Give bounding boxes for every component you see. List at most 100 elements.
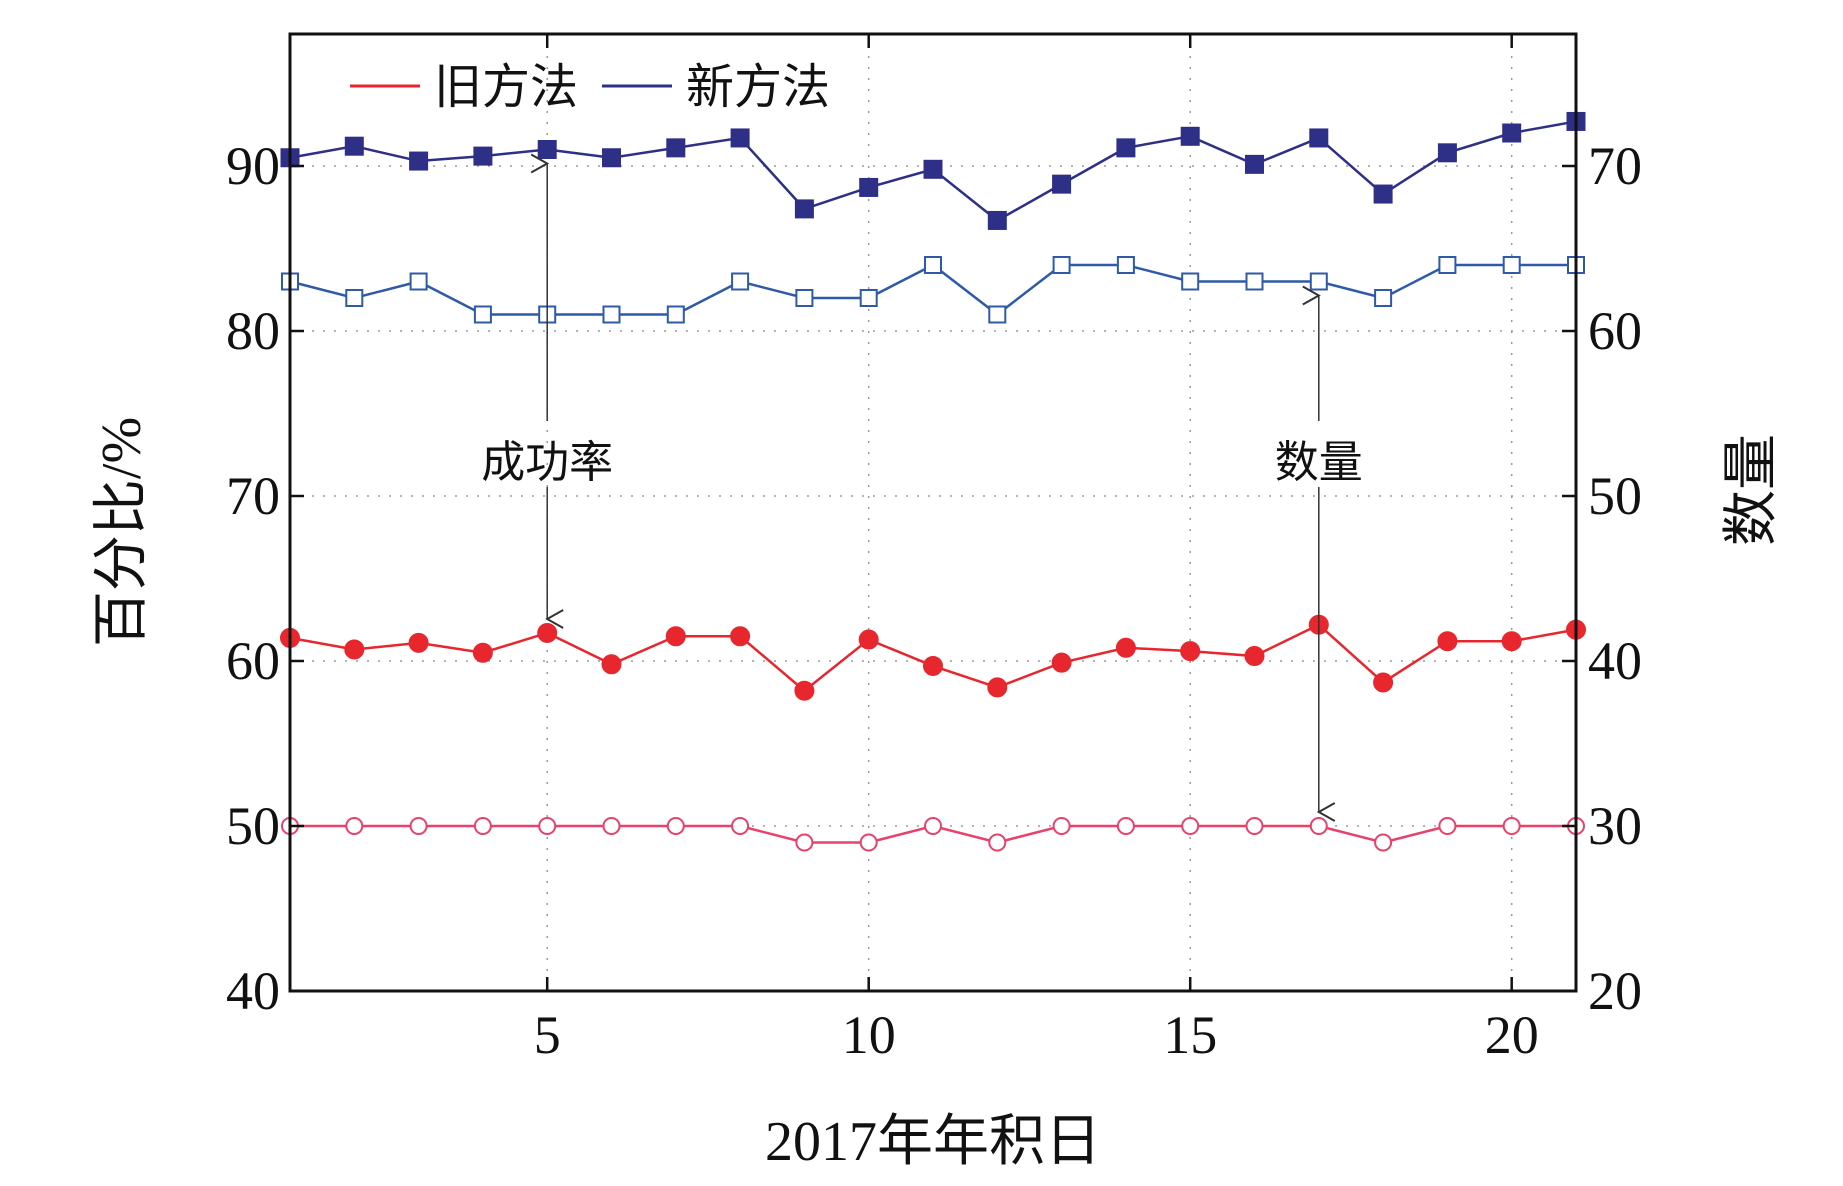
data-point [1245,817,1264,835]
data-point [1244,646,1265,667]
data-point [1052,174,1072,194]
y-tick-label-left: 50 [226,796,280,856]
data-point [795,833,814,852]
data-point [1180,126,1200,146]
data-point [794,199,814,219]
data-point [409,151,429,171]
data-point [666,305,685,324]
data-point [472,642,493,663]
data-point [1309,272,1328,291]
annotation-label: 数量 [1275,438,1363,487]
series-layer [280,111,1586,852]
data-point [988,305,1007,324]
annotation-layer: 成功率 数量 [481,164,1363,813]
data-point [473,305,492,324]
data-point [666,817,685,835]
data-point [1245,272,1264,291]
data-point [1502,123,1522,143]
data-point [537,140,557,159]
data-point [987,210,1007,230]
data-point [1115,637,1136,658]
data-point [473,817,492,835]
data-point [345,289,364,307]
data-point [1051,652,1072,673]
data-point [923,159,943,179]
data-point [795,289,814,307]
data-point [794,680,815,701]
data-point [1180,641,1201,662]
tick-layer: 5 10 15 20 40 50 60 70 80 90 20 30 40 50 60 70 [226,34,1642,1065]
data-point [1181,817,1200,835]
y-tick-label-right: 60 [1588,301,1642,361]
legend-label: 新方法 [686,61,830,114]
data-point [601,654,622,675]
data-point [537,622,558,643]
data-point [1373,184,1393,204]
data-point [1437,631,1458,652]
plot-frame [288,32,1578,993]
data-point [924,256,942,274]
data-point [1245,154,1264,174]
data-point [1052,256,1071,274]
data-point [1116,138,1136,158]
y-tick-label-left: 70 [226,466,280,526]
data-point [730,626,751,647]
x-tick-label: 20 [1485,1005,1539,1065]
data-point [1501,631,1522,652]
data-point [602,817,621,835]
data-point [1309,817,1328,835]
y-tick-label-right: 50 [1588,466,1642,526]
y-axis-label-left: 百分比/% [91,417,153,647]
data-point [409,272,428,291]
data-point [1374,289,1393,307]
y-tick-label-left: 80 [226,301,280,361]
x-tick-label: 15 [1163,1005,1217,1065]
x-tick-label: 5 [534,1005,561,1065]
data-point [409,817,428,835]
data-point [988,833,1007,852]
data-point [473,146,493,166]
annotation-label: 成功率 [481,438,613,487]
legend: 旧方法 新方法 [350,61,830,114]
data-point [1438,256,1457,274]
data-point [924,817,942,835]
y-axis-label-right: 数量 [1721,434,1783,546]
x-tick-label: 10 [842,1005,896,1065]
legend-label: 旧方法 [434,61,578,114]
data-point [731,272,750,291]
data-point [344,136,364,156]
data-point [345,817,364,835]
data-point [1374,833,1393,852]
data-point [859,833,878,852]
data-point [1116,817,1135,835]
data-point [1116,256,1135,274]
data-point [1309,128,1329,148]
data-point [1052,817,1071,835]
data-point [344,639,365,660]
y-tick-label-right: 20 [1588,961,1642,1021]
data-point [730,128,750,148]
data-point [1438,817,1457,835]
data-point [1373,672,1394,693]
y-tick-label-right: 30 [1588,796,1642,856]
data-point [1181,272,1200,291]
data-point [538,817,557,835]
data-point [987,677,1008,698]
y-tick-label-left: 40 [226,961,280,1021]
x-axis-label: 2017年年积日 [765,1111,1101,1173]
data-point [858,629,879,650]
data-point [408,632,429,653]
data-point [1502,256,1521,274]
data-point [923,655,943,676]
data-point [666,138,686,158]
y-tick-label-left: 60 [226,631,280,691]
data-point [665,626,686,647]
data-point [859,289,878,307]
data-point [859,177,879,197]
data-point [602,148,621,168]
data-point [1502,817,1521,835]
data-point [731,817,750,835]
y-tick-label-right: 70 [1588,136,1642,196]
data-point [1437,143,1457,163]
